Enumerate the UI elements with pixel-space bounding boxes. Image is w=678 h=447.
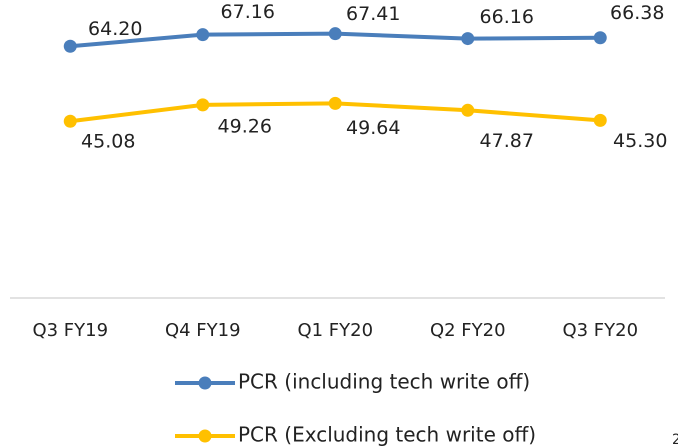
data-label: 49.64 <box>346 117 400 139</box>
x-tick-label: Q3 FY19 <box>32 320 108 341</box>
data-label: 45.30 <box>613 130 667 152</box>
point <box>593 113 607 127</box>
x-tick-label: Q2 FY20 <box>430 320 506 341</box>
point <box>63 114 77 128</box>
x-tick-label: Q1 FY20 <box>297 320 373 341</box>
data-label: 47.87 <box>480 130 534 152</box>
legend-marker <box>198 376 212 390</box>
point <box>461 103 475 117</box>
data-label: 49.26 <box>218 115 272 137</box>
point <box>196 98 210 112</box>
data-label: 67.16 <box>221 1 275 23</box>
point <box>63 39 77 53</box>
data-label: 67.41 <box>346 3 400 25</box>
x-tick-label: Q4 FY19 <box>165 320 241 341</box>
x-tick-label: Q3 FY20 <box>562 320 638 341</box>
point <box>328 27 342 41</box>
legend-marker <box>198 429 212 443</box>
point <box>593 31 607 45</box>
data-label: 66.38 <box>610 2 664 24</box>
point <box>196 28 210 42</box>
legend-label: PCR (Excluding tech write off) <box>238 423 536 447</box>
data-label: 64.20 <box>88 18 142 40</box>
data-label: 45.08 <box>81 131 135 153</box>
legend-label: PCR (including tech write off) <box>238 370 530 394</box>
page-number: 2 <box>672 432 678 447</box>
point <box>461 32 475 46</box>
point <box>328 96 342 110</box>
data-label: 66.16 <box>480 6 534 28</box>
